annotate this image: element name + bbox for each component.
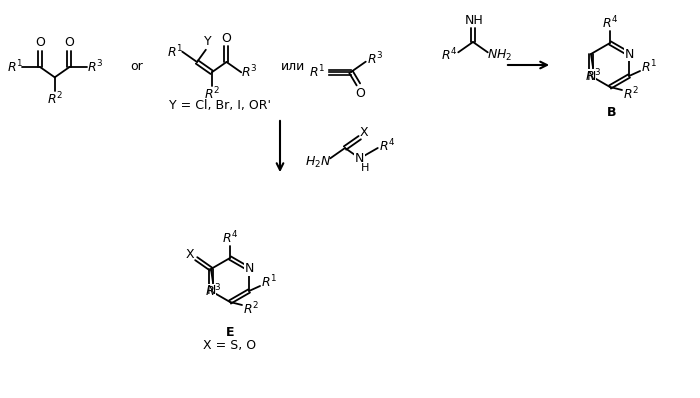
Text: $R^1$: $R^1$ xyxy=(261,274,277,290)
Text: $R^4$: $R^4$ xyxy=(222,230,238,246)
Text: $R^1$: $R^1$ xyxy=(7,59,23,75)
Text: $R^2$: $R^2$ xyxy=(47,91,63,107)
Text: X: X xyxy=(359,126,368,139)
Text: $R^3$: $R^3$ xyxy=(584,68,601,84)
Text: $R^1$: $R^1$ xyxy=(167,43,183,60)
Text: $R^4$: $R^4$ xyxy=(441,47,458,64)
Text: $R^4$: $R^4$ xyxy=(602,15,618,31)
Text: $H_2N$: $H_2N$ xyxy=(305,155,331,170)
Text: или: или xyxy=(281,60,305,74)
Text: Y: Y xyxy=(204,35,211,48)
Text: N: N xyxy=(355,152,365,165)
Text: $R^3$: $R^3$ xyxy=(241,64,258,81)
Text: X: X xyxy=(186,248,195,261)
Text: O: O xyxy=(35,37,45,49)
Text: $R^2$: $R^2$ xyxy=(623,86,639,102)
Text: O: O xyxy=(64,37,74,49)
Text: X = S, O: X = S, O xyxy=(204,339,257,353)
Text: $R^2$: $R^2$ xyxy=(243,301,259,317)
Text: $R^1$: $R^1$ xyxy=(641,59,657,75)
Text: E: E xyxy=(225,326,234,339)
Text: N: N xyxy=(624,47,634,60)
Text: N: N xyxy=(206,285,216,297)
Text: $R^3$: $R^3$ xyxy=(88,59,104,75)
Text: N: N xyxy=(244,263,253,275)
Text: H: H xyxy=(360,163,369,173)
Text: B: B xyxy=(608,107,617,119)
Text: Y = Cl, Br, I, OR': Y = Cl, Br, I, OR' xyxy=(169,98,271,111)
Text: O: O xyxy=(356,87,365,100)
Text: $R^2$: $R^2$ xyxy=(204,86,220,103)
Text: or: or xyxy=(131,60,144,74)
Text: $R^1$: $R^1$ xyxy=(309,64,325,80)
Text: $R^3$: $R^3$ xyxy=(204,283,221,299)
Text: $R^3$: $R^3$ xyxy=(367,51,383,67)
Text: $NH_2$: $NH_2$ xyxy=(487,48,512,63)
Text: $R^4$: $R^4$ xyxy=(379,138,396,154)
Text: NH: NH xyxy=(465,14,484,27)
Text: O: O xyxy=(222,31,232,45)
Text: N: N xyxy=(587,70,596,82)
